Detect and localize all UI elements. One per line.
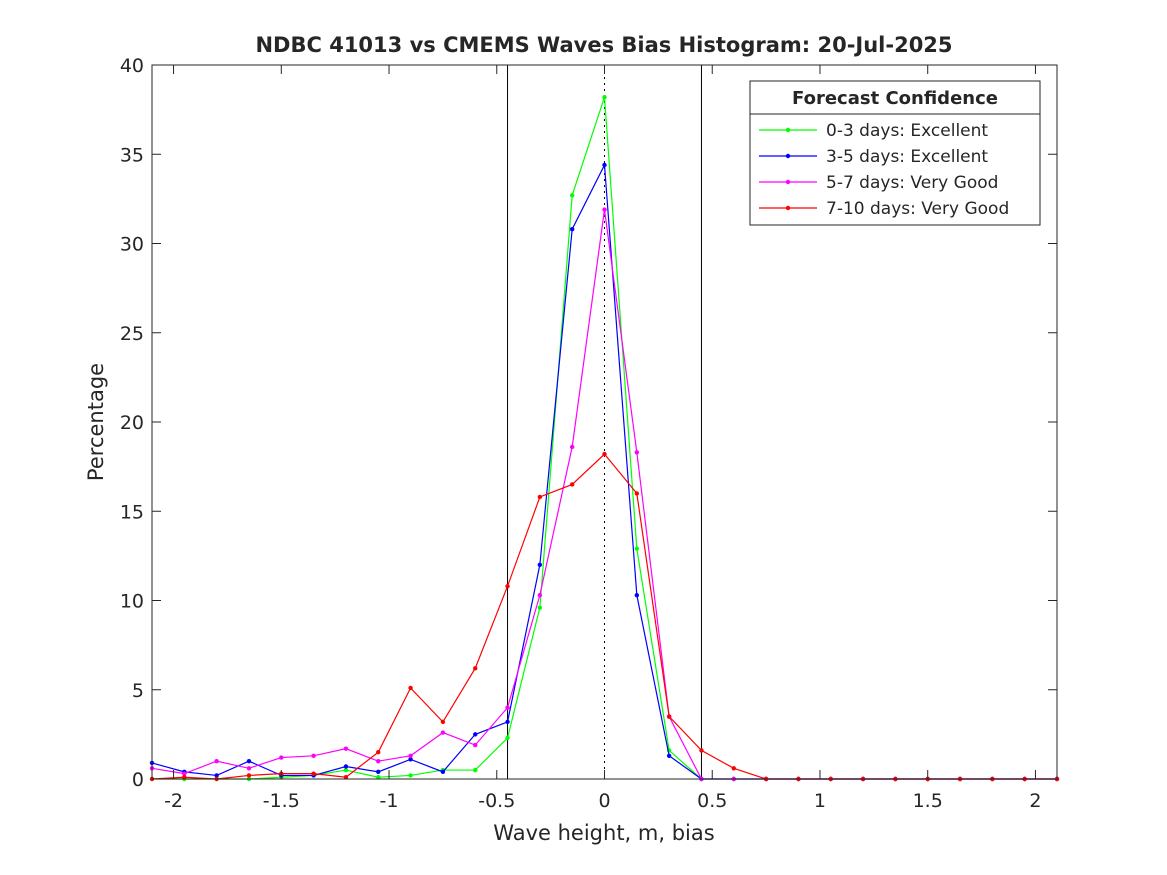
data-point <box>408 685 413 691</box>
data-point <box>666 753 672 758</box>
legend-label: 7-10 days: Very Good <box>826 199 1009 219</box>
data-point <box>505 719 510 725</box>
data-point <box>634 450 640 455</box>
legend-entry-2: 5-7 days: Very Good <box>759 173 998 193</box>
data-point <box>569 193 575 198</box>
data-point <box>569 444 575 450</box>
x-axis-label: Wave height, m, bias <box>493 821 714 845</box>
x-tick-label: -2 <box>164 790 183 812</box>
data-point <box>440 769 446 775</box>
chart-title: NDBC 41013 vs CMEMS Waves Bias Histogram… <box>255 33 952 57</box>
data-point <box>537 562 543 567</box>
y-tick-label: 5 <box>132 680 144 702</box>
data-point <box>343 746 349 751</box>
legend: Forecast Confidence 0-3 days: Excellent 3… <box>749 80 1041 226</box>
legend-box <box>749 80 1041 226</box>
data-point <box>246 773 252 778</box>
data-point <box>440 730 446 735</box>
data-point <box>602 94 607 100</box>
data-point <box>376 750 381 755</box>
x-tick-label: 0 <box>598 790 610 812</box>
data-point <box>408 773 413 778</box>
legend-label: 3-5 days: Excellent <box>826 147 988 167</box>
data-point <box>731 766 736 771</box>
x-tick-label: 1.5 <box>913 790 943 812</box>
data-point <box>634 546 640 551</box>
x-tick-label: -0.5 <box>478 790 515 812</box>
data-point <box>343 767 349 773</box>
data-point <box>699 748 704 753</box>
legend-marker <box>785 205 791 211</box>
data-point <box>182 771 187 776</box>
legend-entry-3: 7-10 days: Very Good <box>759 199 1009 219</box>
data-point <box>311 771 316 776</box>
data-point <box>537 592 543 598</box>
data-point <box>214 773 219 778</box>
data-point <box>537 494 543 500</box>
x-tick-label: 0.5 <box>697 790 727 812</box>
x-tick-label: 2 <box>1029 790 1041 812</box>
y-tick-label: 30 <box>120 234 144 256</box>
series-layer <box>149 94 1060 782</box>
data-point <box>246 758 252 764</box>
data-point <box>473 732 478 737</box>
data-point <box>440 719 446 725</box>
data-point <box>376 775 381 780</box>
data-point <box>666 714 672 719</box>
legend-label: 0-3 days: Excellent <box>826 121 988 141</box>
x-tick-label: -1 <box>380 790 399 812</box>
legend-marker <box>785 153 791 159</box>
data-point <box>182 775 187 780</box>
data-point <box>634 491 640 496</box>
y-tick-label: 25 <box>120 323 144 345</box>
data-point <box>602 207 607 212</box>
y-tick-label: 10 <box>120 591 144 613</box>
legend-entry-0: 0-3 days: Excellent <box>759 121 988 141</box>
data-point <box>569 227 575 232</box>
data-point <box>376 769 381 775</box>
data-point <box>505 584 510 589</box>
data-point <box>634 592 640 598</box>
data-point <box>505 705 510 710</box>
data-point <box>473 767 478 773</box>
y-tick-label: 40 <box>120 55 144 77</box>
data-point <box>505 735 510 741</box>
data-point <box>214 758 219 764</box>
data-point <box>246 766 252 771</box>
legend-marker <box>785 127 791 133</box>
data-point <box>473 742 478 748</box>
legend-title: Forecast Confidence <box>792 88 998 109</box>
y-tick-label: 35 <box>120 144 144 166</box>
data-point <box>602 451 607 457</box>
data-point <box>311 753 316 758</box>
x-tick-label: 1 <box>814 790 826 812</box>
legend-entry-1: 3-5 days: Excellent <box>759 147 988 167</box>
legend-entries: 0-3 days: Excellent 3-5 days: Excellent 5-… <box>759 121 1009 219</box>
data-point <box>343 775 349 780</box>
axis-ticks <box>152 64 1057 780</box>
data-point <box>473 666 478 671</box>
data-point <box>537 605 543 610</box>
y-tick-label: 20 <box>120 412 144 434</box>
data-point <box>408 753 413 758</box>
legend-label: 5-7 days: Very Good <box>826 173 998 193</box>
reference-lines <box>507 65 702 779</box>
data-point <box>343 764 349 769</box>
x-tick-label: -1.5 <box>263 790 300 812</box>
data-point <box>279 755 284 760</box>
y-tick-label: 0 <box>132 769 144 791</box>
data-point <box>602 162 607 168</box>
data-point <box>376 758 381 764</box>
y-axis-label: Percentage <box>84 363 108 481</box>
y-tick-label: 15 <box>120 501 144 523</box>
legend-marker <box>785 179 791 185</box>
data-point <box>569 482 575 487</box>
data-point <box>408 757 413 762</box>
